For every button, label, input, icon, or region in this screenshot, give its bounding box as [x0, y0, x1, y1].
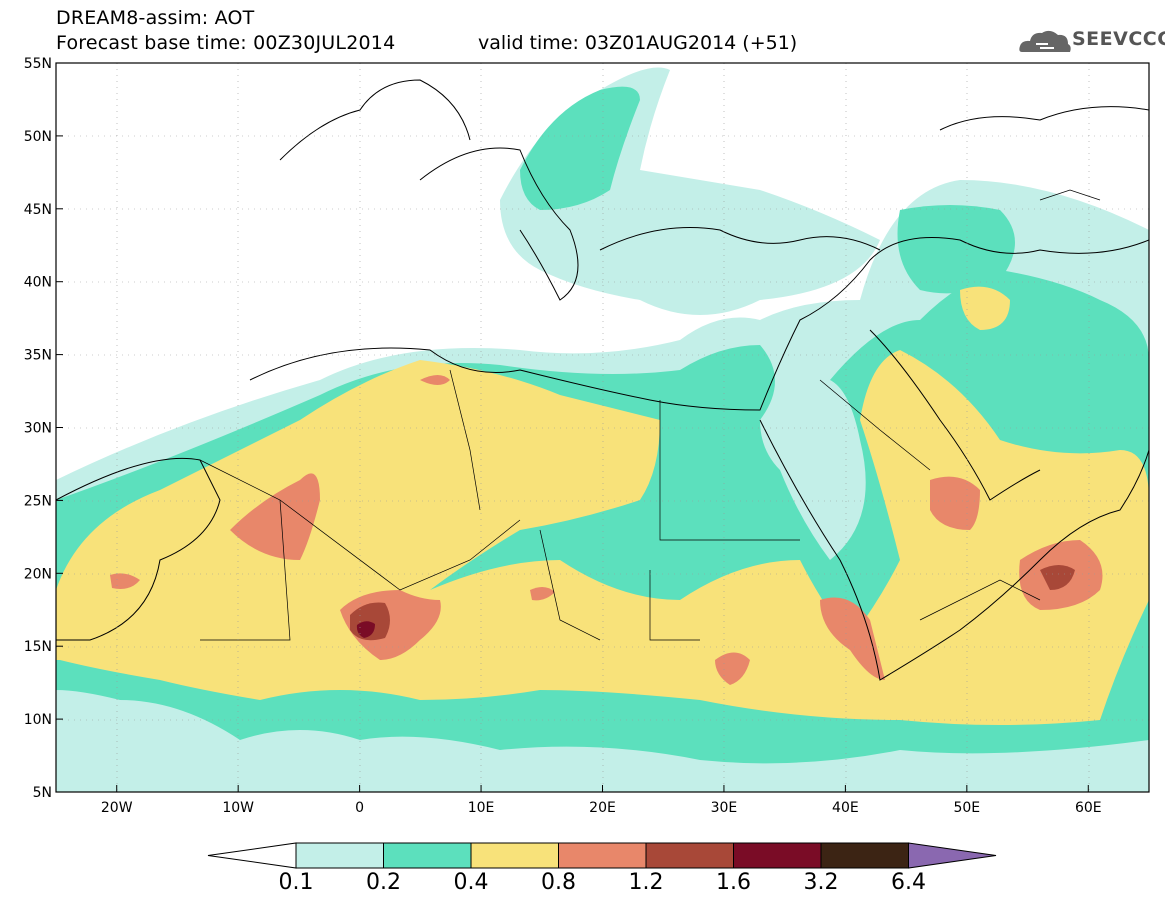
- cloud-logo-icon: [1019, 30, 1071, 52]
- forecast-base-time: Forecast base time: 00Z30JUL2014: [56, 32, 396, 54]
- lat-tick-label: 30N: [24, 421, 52, 437]
- coastlines: [56, 79, 1149, 681]
- colorbar-label: 1.2: [628, 870, 664, 895]
- lat-tick-label: 25N: [24, 493, 52, 509]
- colorbar-segment: [383, 842, 472, 869]
- lon-tick-label: 50E: [953, 800, 980, 816]
- lon-tick-label: 60E: [1075, 800, 1102, 816]
- lon-tick-label: 20W: [101, 800, 133, 816]
- lat-tick-label: 15N: [24, 639, 52, 655]
- colorbar-segment: [645, 842, 734, 869]
- lat-tick-label: 40N: [24, 275, 52, 291]
- colorbar-segment: [558, 842, 647, 869]
- colorbar-segment: [470, 842, 559, 869]
- map-title: DREAM8-assim: AOT: [56, 7, 255, 29]
- lat-tick-label: 5N: [33, 785, 52, 801]
- colorbar-segment: [820, 842, 909, 869]
- longitude-axis: 20W 10W 0 10E 20E 30E 40E 50E 60E: [101, 785, 1102, 816]
- lat-tick-label: 35N: [24, 348, 52, 364]
- colorbar-label: 0.2: [366, 870, 401, 895]
- lat-tick-label: 55N: [24, 56, 52, 72]
- colorbar-label: 1.6: [716, 870, 751, 895]
- gridlines: [56, 63, 1149, 792]
- colorbar-label: 0.8: [541, 870, 576, 895]
- valid-time: valid time: 03Z01AUG2014 (+51): [478, 32, 798, 54]
- colorbar-segment: [733, 842, 822, 869]
- colorbar-label: 0.4: [453, 870, 489, 895]
- colorbar-min-arrow: [207, 842, 297, 869]
- lon-tick-label: 40E: [832, 800, 859, 816]
- lon-tick-label: 30E: [711, 800, 738, 816]
- colorbar: [207, 842, 997, 869]
- colorbar-label: 6.4: [891, 870, 926, 895]
- aot-band-1.6: [356, 621, 375, 638]
- aot-band-1.2: [350, 565, 1075, 641]
- logo-text: SEEVCCC: [1072, 28, 1165, 50]
- colorbar-label: 0.1: [278, 870, 314, 895]
- lon-tick-label: 10W: [222, 800, 254, 816]
- lat-tick-label: 20N: [24, 566, 52, 582]
- aot-band-0.4: [56, 286, 1149, 725]
- lon-tick-label: 10E: [468, 800, 495, 816]
- colorbar-segment: [295, 842, 384, 869]
- latitude-axis: 55N 50N 45N 40N 35N 30N 25N 20N 15N 10N 5N: [24, 56, 63, 801]
- colorbar-max-arrow: [908, 842, 997, 869]
- lat-tick-label: 50N: [24, 129, 52, 145]
- lon-tick-label: 0: [355, 800, 364, 816]
- lat-tick-label: 10N: [24, 712, 52, 728]
- lon-tick-label: 20E: [589, 800, 616, 816]
- colorbar-label: 3.2: [803, 870, 839, 895]
- lat-tick-label: 45N: [24, 202, 52, 218]
- country-borders: [199, 189, 1101, 641]
